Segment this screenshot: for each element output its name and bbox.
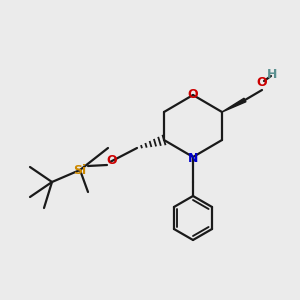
Text: O: O — [188, 88, 198, 100]
Text: O: O — [257, 76, 267, 89]
Text: Si: Si — [74, 164, 87, 176]
Text: N: N — [188, 152, 198, 164]
Polygon shape — [222, 98, 246, 112]
Text: O: O — [107, 154, 117, 166]
Text: H: H — [267, 68, 277, 82]
